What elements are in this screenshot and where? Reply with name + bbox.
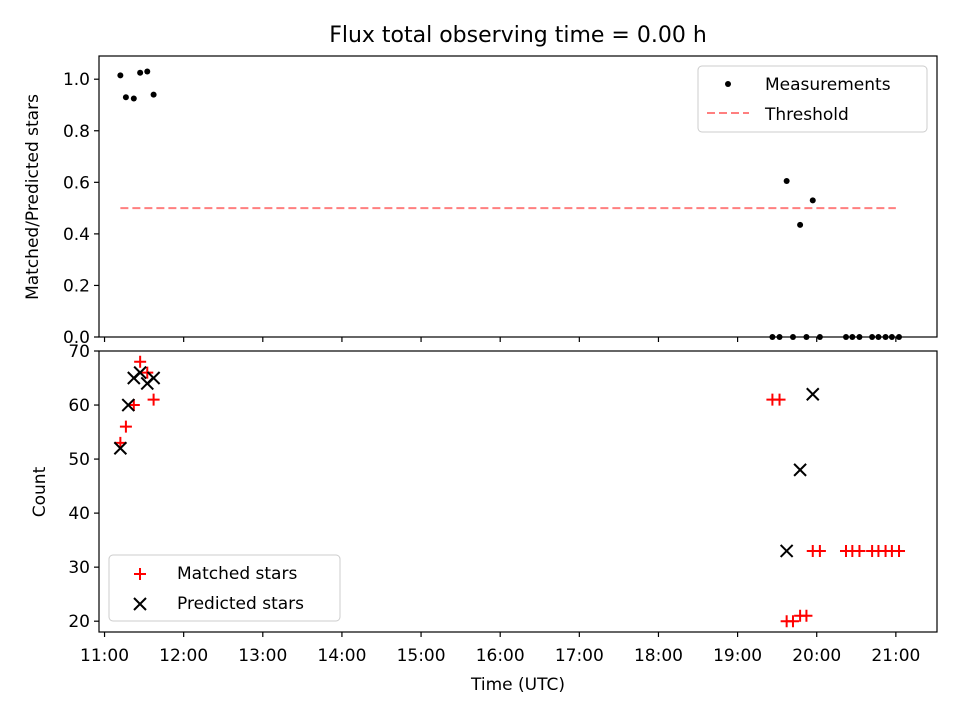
top-plot-area: [117, 68, 903, 340]
matched-stars-point: [853, 544, 866, 557]
top-y-tick-label: 0.8: [63, 122, 90, 142]
chart-title: Flux total observing time = 0.00 h: [329, 23, 707, 48]
x-tick-label: 13:00: [238, 646, 287, 666]
bottom-legend-frame: [108, 554, 341, 622]
measurement-point: [137, 69, 144, 76]
predicted-stars-point: [133, 365, 147, 380]
x-tick-label: 15:00: [397, 646, 446, 666]
matched-stars-point: [119, 420, 132, 433]
x-tick-label: 19:00: [713, 646, 762, 666]
measurement-point: [797, 221, 804, 228]
matched-stars-point: [893, 544, 906, 557]
bottom-plot-area: [113, 355, 906, 628]
bottom-panel: 20 30 40 50 60 70 11:00 12:00 13:00 14:00 15:00 16…: [30, 342, 938, 695]
matched-stars-point: [134, 355, 147, 368]
legend-measurements-marker: [725, 81, 731, 87]
predicted-stars-point: [113, 441, 128, 455]
legend-predicted-marker: [133, 597, 147, 611]
matched-stars-point: [813, 544, 826, 557]
predicted-stars-point: [793, 463, 807, 477]
top-y-tick-label: 0.4: [63, 225, 90, 245]
bottom-y-tick-label: 30: [68, 558, 90, 578]
legend-predicted-label: Predicted stars: [177, 594, 304, 614]
bottom-axes-frame: [98, 350, 938, 633]
measurement-point: [783, 178, 790, 185]
top-panel: 0.0 0.2 0.4 0.6 0.8 1.0 Matched/Predicted sta…: [23, 55, 938, 348]
x-tick-label: 18:00: [634, 646, 683, 666]
matched-stars-point: [773, 393, 786, 406]
x-tick-label: 17:00: [555, 646, 604, 666]
legend-matched-marker: [134, 568, 146, 580]
x-tick-label: 14:00: [317, 646, 366, 666]
predicted-stars-point: [146, 371, 161, 385]
top-x-ticks: [103, 337, 897, 342]
top-y-tick-label: 0.0: [63, 328, 90, 348]
bottom-y-tick-label: 50: [68, 450, 90, 470]
bottom-legend: Matched stars Predicted stars: [108, 554, 341, 622]
measurement-point: [122, 94, 129, 101]
legend-measurements-label: Measurements: [765, 75, 891, 95]
top-legend-frame: [697, 65, 928, 133]
top-y-tick-label: 1.0: [63, 70, 90, 90]
x-tick-label: 11:00: [80, 646, 129, 666]
x-axis-label: Time (UTC): [470, 675, 565, 695]
measurement-point: [117, 72, 124, 79]
predicted-stars-point: [121, 398, 135, 412]
x-tick-label: 12:00: [159, 646, 208, 666]
x-tick-label: 20:00: [792, 646, 841, 666]
bottom-y-tick-label: 60: [68, 396, 90, 416]
x-tick-label: 21:00: [871, 646, 920, 666]
matched-stars-point: [127, 399, 140, 412]
bottom-y-ticks: 20 30 40 50 60 70: [68, 342, 99, 632]
bottom-y-tick-label: 20: [68, 612, 90, 632]
top-legend: Measurements Threshold: [697, 65, 928, 133]
bottom-y-axis-label: Count: [30, 466, 50, 517]
bottom-y-tick-label: 70: [68, 342, 90, 362]
matched-stars-point: [147, 393, 160, 406]
top-y-axis-label: Matched/Predicted stars: [23, 94, 43, 300]
legend-matched-label: Matched stars: [177, 564, 297, 584]
predicted-stars-point: [779, 544, 794, 558]
bottom-x-ticks: 11:00 12:00 13:00 14:00 15:00 16:00 17:00 18:00…: [80, 632, 920, 666]
x-tick-label: 16:00: [476, 646, 525, 666]
legend-threshold-label: Threshold: [764, 105, 849, 125]
predicted-stars-point: [806, 387, 820, 401]
matched-stars-point: [800, 609, 813, 622]
measurement-point: [809, 197, 816, 204]
top-y-ticks: 0.0 0.2 0.4 0.6 0.8 1.0: [63, 70, 99, 348]
bottom-y-tick-label: 40: [68, 504, 90, 524]
matched-stars-point: [786, 615, 799, 628]
top-y-tick-label: 0.6: [63, 173, 90, 193]
top-axes-frame: [98, 55, 938, 338]
measurement-point: [150, 91, 157, 98]
measurement-point: [130, 95, 137, 102]
top-y-tick-label: 0.2: [63, 276, 90, 296]
measurement-point: [144, 68, 151, 75]
